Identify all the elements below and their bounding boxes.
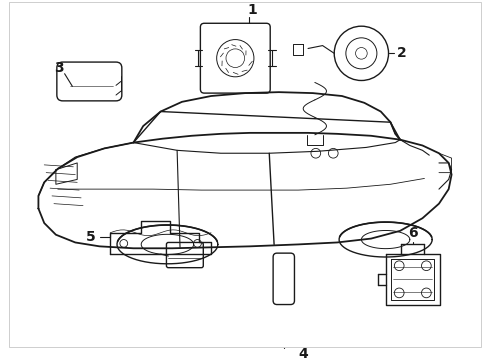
Text: 2: 2 xyxy=(397,46,407,60)
Text: 6: 6 xyxy=(408,226,417,240)
Text: 3: 3 xyxy=(54,61,64,75)
Text: 4: 4 xyxy=(298,347,308,360)
Text: 1: 1 xyxy=(248,3,258,17)
Text: 5: 5 xyxy=(86,230,96,244)
